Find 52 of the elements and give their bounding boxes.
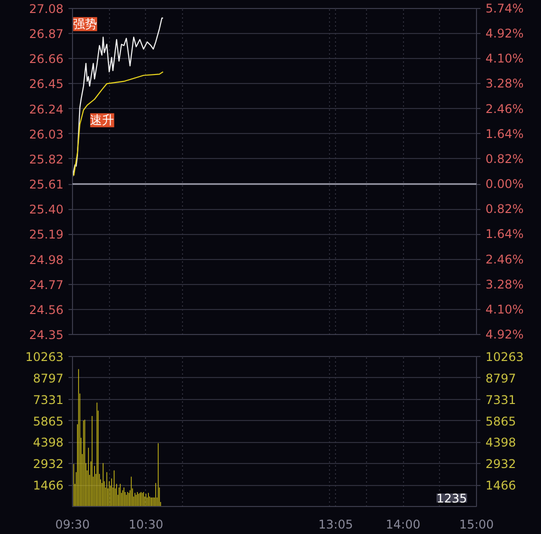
y2-tick-label: 7331 bbox=[486, 392, 516, 407]
line-series bbox=[73, 71, 164, 176]
y2-tick-label: 1466 bbox=[486, 478, 516, 493]
annotation: 强势 bbox=[73, 17, 98, 32]
y2-tick-label: 8797 bbox=[486, 371, 516, 386]
y-tick-label: 4398 bbox=[32, 436, 64, 450]
y-tick-label: 24.77 bbox=[29, 278, 64, 292]
y-tick-label: 26.03 bbox=[29, 127, 64, 142]
line-series bbox=[72, 18, 164, 178]
y-tick-label: 25.19 bbox=[29, 228, 64, 242]
y-tick-label: 25.61 bbox=[29, 178, 64, 192]
y-tick-label: 27.08 bbox=[29, 2, 64, 16]
x-tick-label: 15:00 bbox=[459, 518, 494, 532]
y2-tick-label: 4.92% bbox=[486, 328, 524, 342]
y-tick-label: 24.35 bbox=[29, 328, 64, 342]
y2-tick-label: 10263 bbox=[486, 350, 524, 364]
x-tick-label: 13:05 bbox=[318, 518, 353, 532]
y2-tick-label: 3.28% bbox=[486, 76, 524, 91]
y-tick-label: 5865 bbox=[32, 414, 64, 428]
y-tick-label: 10263 bbox=[25, 350, 64, 364]
y-tick-label: 7331 bbox=[32, 392, 64, 407]
annotation: 速升 bbox=[90, 113, 114, 128]
x-tick-label: 14:00 bbox=[386, 518, 420, 532]
y2-tick-label: 4.10% bbox=[486, 302, 524, 316]
y2-tick-label: 3.28% bbox=[486, 277, 524, 292]
y2-tick-label: 4398 bbox=[486, 436, 516, 450]
x-tick-label: 09:30 bbox=[55, 518, 90, 532]
y2-tick-label: 2.46% bbox=[486, 252, 524, 266]
y2-tick-label: 0.82% bbox=[486, 152, 524, 166]
y2-tick-label: 0.82% bbox=[486, 202, 524, 216]
y2-tick-label: 5865 bbox=[486, 414, 516, 428]
y-tick-label: 26.66 bbox=[29, 52, 64, 66]
y2-tick-label: 4.10% bbox=[486, 52, 524, 66]
y2-tick-label: 1.64% bbox=[486, 227, 524, 242]
y-tick-label: 25.82 bbox=[29, 152, 64, 166]
y-tick-label: 1466 bbox=[32, 478, 64, 493]
y2-tick-label: 5.74% bbox=[486, 2, 524, 16]
y2-tick-label: 0.00% bbox=[486, 177, 524, 192]
y2-tick-label: 2932 bbox=[486, 457, 516, 472]
y-tick-label: 24.98 bbox=[29, 252, 64, 267]
y-tick-label: 24.56 bbox=[29, 302, 64, 317]
y2-tick-label: 2.46% bbox=[486, 102, 524, 116]
y2-tick-label: 1.64% bbox=[486, 126, 524, 141]
y-tick-label: 26.87 bbox=[29, 27, 64, 42]
y-tick-label: 25.40 bbox=[29, 202, 64, 217]
y-tick-label: 2932 bbox=[32, 457, 64, 472]
y-tick-label: 26.45 bbox=[29, 77, 64, 92]
x-tick-label: 10:30 bbox=[128, 518, 164, 532]
y2-tick-label: 4.92% bbox=[486, 26, 524, 41]
y-tick-label: 8797 bbox=[32, 371, 64, 386]
y-tick-label: 26.24 bbox=[29, 102, 64, 116]
annotation: 1235 bbox=[436, 492, 468, 506]
